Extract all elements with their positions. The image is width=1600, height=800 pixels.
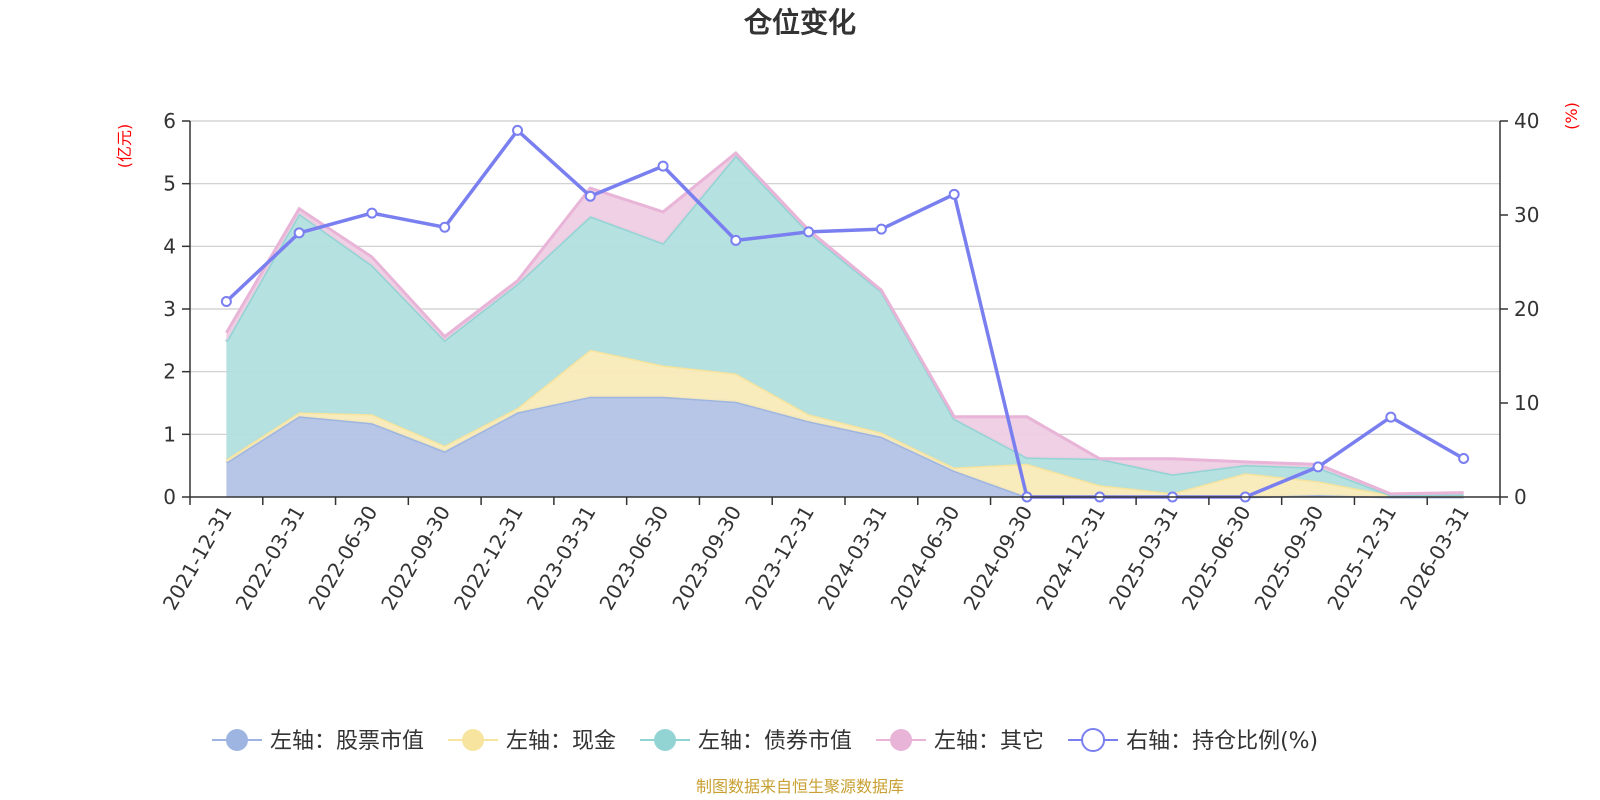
ratio-point bbox=[439, 221, 451, 233]
x-tick-label: 2022-12-31 bbox=[449, 502, 528, 615]
left-tick-label: 5 bbox=[163, 172, 176, 196]
x-tick-label: 2024-06-30 bbox=[886, 502, 965, 615]
legend-marker bbox=[1081, 728, 1106, 752]
left-tick-label: 4 bbox=[163, 234, 176, 258]
x-tick-label: 2024-09-30 bbox=[958, 502, 1037, 615]
holding-ratio-line bbox=[220, 124, 1470, 503]
legend: 左轴：股票市值 左轴：现金 左轴：债券市值 左轴：其它 右轴：持仓比例(%) bbox=[212, 728, 1318, 754]
left-axis-unit: (亿元) bbox=[115, 124, 134, 169]
right-axis-unit: (%) bbox=[1562, 102, 1581, 130]
right-tick-label: 40 bbox=[1514, 109, 1539, 133]
area-series-0 bbox=[226, 396, 1464, 497]
ratio-point bbox=[366, 207, 378, 219]
legend-item-2: 左轴：债券市值 bbox=[640, 729, 852, 754]
left-tick-label: 2 bbox=[163, 360, 176, 384]
legend-label: 左轴：其它 bbox=[934, 729, 1044, 754]
ratio-point bbox=[875, 223, 887, 235]
legend-label: 左轴：现金 bbox=[506, 729, 616, 754]
x-tick-label: 2024-03-31 bbox=[813, 502, 892, 615]
x-tick-label: 2025-12-31 bbox=[1322, 502, 1401, 615]
x-tick-label: 2025-09-30 bbox=[1249, 502, 1328, 615]
x-tick-label: 2022-09-30 bbox=[376, 502, 455, 615]
ratio-point bbox=[657, 160, 669, 172]
ratio-point bbox=[1385, 411, 1397, 423]
area-edge-3 bbox=[225, 150, 1464, 496]
left-tick-label: 3 bbox=[163, 297, 176, 321]
legend-label: 右轴：持仓比例(%) bbox=[1126, 729, 1318, 754]
legend-marker bbox=[890, 729, 913, 751]
legend-marker bbox=[462, 729, 485, 751]
x-tick-label: 2024-12-31 bbox=[1031, 502, 1110, 615]
right-tick-label: 20 bbox=[1514, 297, 1539, 321]
left-tick-label: 6 bbox=[163, 109, 176, 133]
legend-label: 左轴：债券市值 bbox=[698, 729, 852, 754]
x-tick-label: 2022-06-30 bbox=[303, 502, 382, 615]
ratio-point bbox=[730, 234, 742, 246]
ratio-point bbox=[803, 226, 815, 238]
ratio-point bbox=[948, 188, 960, 200]
x-tick-label: 2023-09-30 bbox=[667, 502, 746, 615]
legend-item-1: 左轴：现金 bbox=[448, 729, 616, 754]
left-tick-label: 0 bbox=[163, 485, 176, 509]
area-series-2 bbox=[226, 155, 1464, 496]
ratio-point bbox=[220, 295, 232, 307]
x-tick-label: 2025-03-31 bbox=[1104, 502, 1183, 615]
ratio-point bbox=[293, 227, 305, 239]
x-tick-label: 2023-06-30 bbox=[594, 502, 673, 615]
ratio-point bbox=[512, 124, 523, 136]
legend-label: 左轴：股票市值 bbox=[270, 729, 424, 754]
ratio-point bbox=[1312, 461, 1324, 473]
legend-marker bbox=[226, 729, 248, 751]
x-tick-label: 2022-03-31 bbox=[231, 502, 310, 615]
x-tick-label: 2026-03-31 bbox=[1395, 502, 1474, 615]
right-tick-label: 0 bbox=[1514, 485, 1527, 509]
x-tick-label: 2025-06-30 bbox=[1177, 502, 1256, 615]
legend-item-4: 右轴：持仓比例(%) bbox=[1068, 728, 1318, 754]
right-tick-label: 30 bbox=[1514, 203, 1539, 227]
x-tick-label: 2021-12-31 bbox=[158, 502, 237, 615]
ratio-line bbox=[225, 127, 1465, 499]
stacked-areas bbox=[225, 150, 1464, 499]
chart-title: 仓位变化 bbox=[744, 6, 856, 39]
ratio-point bbox=[1458, 452, 1470, 464]
left-tick-label: 1 bbox=[163, 422, 176, 446]
ratio-point bbox=[584, 190, 596, 202]
legend-marker bbox=[654, 729, 677, 751]
source-footer: 制图数据来自恒生聚源数据库 bbox=[696, 777, 904, 796]
legend-item-0: 左轴：股票市值 bbox=[212, 729, 424, 754]
legend-item-3: 左轴：其它 bbox=[876, 729, 1044, 754]
right-tick-label: 10 bbox=[1514, 391, 1539, 415]
x-tick-label: 2023-03-31 bbox=[522, 502, 601, 615]
x-tick-label: 2023-12-31 bbox=[740, 502, 819, 615]
